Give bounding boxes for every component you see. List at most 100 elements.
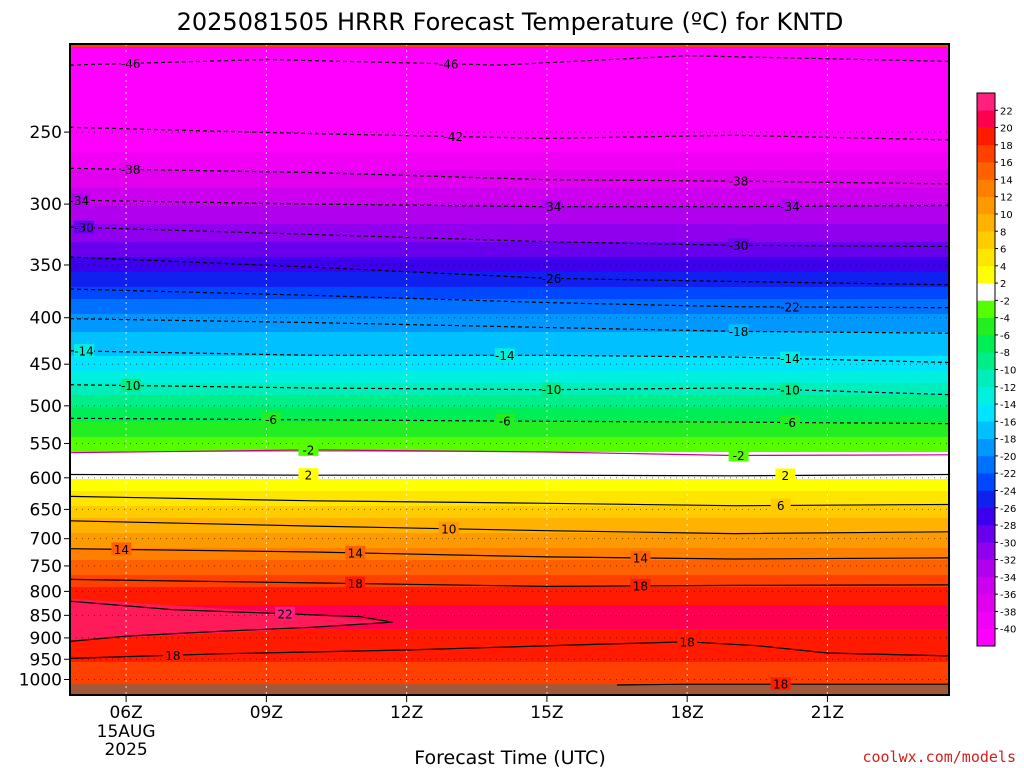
- field-band: [70, 209, 949, 213]
- field-band: [70, 239, 949, 243]
- contour-line: [69, 318, 950, 334]
- contour-label: -46: [121, 57, 141, 71]
- contour-label: -46: [439, 57, 459, 71]
- field-band: [70, 206, 949, 210]
- field-band: [70, 563, 949, 567]
- field-band: [70, 659, 949, 663]
- field-band: [70, 482, 949, 486]
- contour-label-bg: [677, 634, 698, 648]
- field-band: [70, 383, 949, 387]
- contour-line: [69, 520, 950, 535]
- y-tick-label: 750: [30, 557, 62, 577]
- field-band: [70, 92, 949, 96]
- field-band: [70, 665, 949, 669]
- field-band: [70, 623, 949, 627]
- field-band: [70, 131, 949, 135]
- field-band: [70, 632, 949, 636]
- field-band: [70, 224, 949, 228]
- field-band: [70, 191, 949, 195]
- field-band: [70, 404, 949, 408]
- contour-label: -34: [542, 200, 562, 214]
- field-band: [70, 257, 949, 261]
- contour-label-bg: [74, 220, 95, 234]
- field-band: [70, 275, 949, 279]
- y-tick-label: 250: [30, 123, 62, 143]
- field-band: [70, 86, 949, 90]
- contour-line: [69, 473, 950, 477]
- colorbar-label: 14: [1000, 175, 1013, 186]
- contour-label-bg: [541, 382, 562, 396]
- field-band: [70, 44, 949, 48]
- contour-label: 2: [782, 469, 790, 483]
- contour-lines: -46 -46-42-38-38-34 -34 -34-30-30-26-22-18-…: [69, 55, 950, 692]
- contour-label: -34: [70, 194, 90, 208]
- contour-label-bg: [443, 129, 464, 143]
- field-band: [70, 578, 949, 582]
- field-band: [70, 581, 949, 585]
- contour-label-bg: [298, 468, 319, 482]
- field-band: [70, 95, 949, 99]
- field-band: [70, 173, 949, 177]
- x-axis-label: Forecast Time (UTC): [414, 747, 605, 768]
- contour-label-bg: [261, 412, 282, 426]
- field-band: [70, 101, 949, 105]
- field-band: [70, 368, 949, 372]
- field-band: [70, 305, 949, 309]
- field-band: [70, 533, 949, 537]
- contour-label: -10: [542, 383, 562, 397]
- colorbar-label: -20: [1000, 452, 1016, 463]
- field-band: [70, 80, 949, 84]
- field-band: [70, 317, 949, 321]
- field-band: [70, 326, 949, 330]
- x-tick-label: 15Z: [530, 703, 563, 723]
- x-tick-label: 21Z: [811, 703, 844, 723]
- colorbar-label: 22: [1000, 106, 1013, 117]
- field-band: [70, 503, 949, 507]
- contour-label-bg: [111, 542, 132, 556]
- field-band: [70, 227, 949, 231]
- contour-label-bg: [728, 174, 749, 188]
- contour-label-bg: [494, 414, 515, 428]
- contour-line: [69, 350, 950, 364]
- field-band: [70, 71, 949, 75]
- colorbar-label: 12: [1000, 193, 1013, 204]
- field-band: [70, 89, 949, 93]
- contour-line: [69, 600, 393, 642]
- contour-label-bg: [120, 56, 141, 70]
- field-band: [70, 344, 949, 348]
- colorbar-label: -8: [1000, 348, 1010, 359]
- ground-layer: [70, 684, 949, 695]
- colorbar-swatch: [977, 300, 995, 318]
- contour-label-bg: [728, 238, 749, 252]
- field-band: [70, 152, 949, 156]
- field-band: [70, 566, 949, 570]
- field-band: [70, 677, 949, 681]
- field-band: [70, 521, 949, 525]
- colorbar-swatch: [977, 127, 995, 146]
- field-band: [70, 179, 949, 183]
- field-band: [70, 266, 949, 270]
- field-band: [70, 263, 949, 267]
- contour-label-bg: [780, 199, 801, 213]
- field-band: [70, 647, 949, 651]
- y-tick-label: 300: [30, 195, 62, 215]
- plot-frame: [69, 43, 950, 696]
- field-band: [70, 536, 949, 540]
- colorbar-swatch: [977, 369, 995, 388]
- contour-label-bg: [780, 299, 801, 313]
- field-band: [70, 59, 949, 63]
- field-band: [70, 296, 949, 300]
- contour-label-bg: [728, 448, 749, 462]
- contour-label: 22: [277, 607, 292, 621]
- field-band: [70, 476, 949, 480]
- contour-line: [616, 683, 949, 686]
- field-band: [70, 407, 949, 411]
- contour-line: [69, 417, 950, 425]
- field-band: [70, 602, 949, 606]
- colorbar-swatch: [977, 334, 995, 353]
- field-band: [70, 629, 949, 633]
- contour-label-bg: [438, 521, 459, 535]
- y-tick-label: 950: [30, 650, 62, 670]
- field-band: [70, 155, 949, 159]
- field-band: [70, 83, 949, 87]
